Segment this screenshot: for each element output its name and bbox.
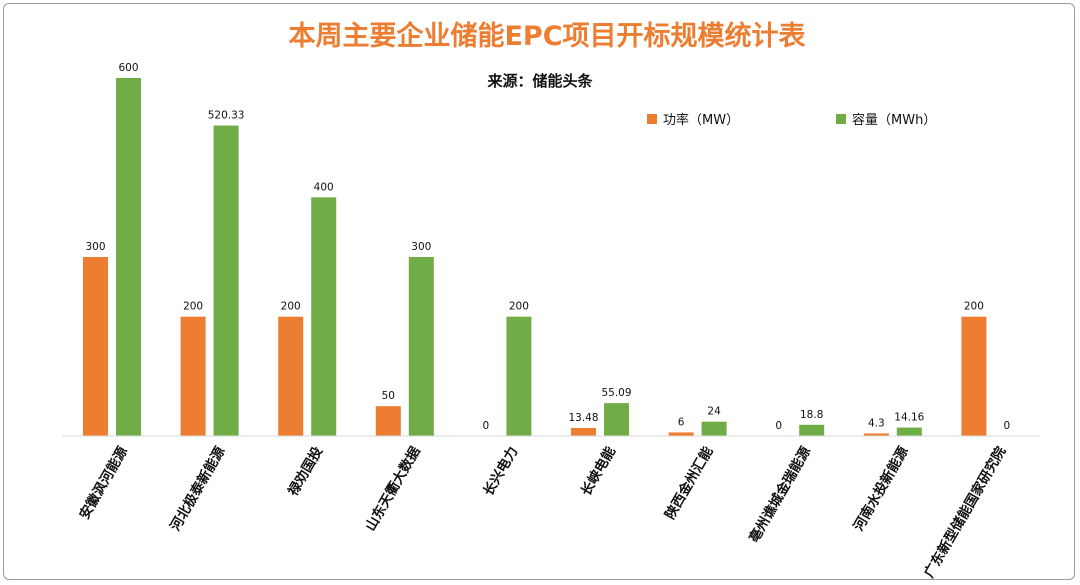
value-label-power-2: 200 <box>281 301 301 313</box>
category-label-9: 广东新型储能国家研究院 <box>920 443 1009 581</box>
legend-swatch-power <box>647 114 657 124</box>
bars-group <box>83 78 987 436</box>
bar-power-5 <box>571 427 596 436</box>
value-label-power-7: 0 <box>775 420 782 432</box>
bar-power-1 <box>180 316 206 436</box>
category-label-7: 亳州谯城金瑞能源 <box>745 443 814 545</box>
bar-power-6 <box>668 432 694 436</box>
legend-label-power: 功率（MW） <box>663 112 739 128</box>
value-label-capacity-8: 14.16 <box>894 412 924 424</box>
category-label-3: 山东天衢大数据 <box>362 443 424 534</box>
value-label-power-0: 300 <box>85 241 105 253</box>
category-labels-group: 安徽沨河能源 河北极泰新能源 禄劝国投 山东天衢大数据 长兴电力 长峡电能 陕西金州汇能 亳州… <box>76 443 1010 581</box>
category-label-6: 陕西金州汇能 <box>661 443 716 522</box>
value-label-power-8: 4.3 <box>868 417 885 429</box>
value-label-power-6: 6 <box>678 416 685 428</box>
bar-capacity-4 <box>506 316 532 436</box>
value-label-capacity-5: 55.09 <box>601 387 631 399</box>
value-label-power-1: 200 <box>183 301 203 313</box>
bar-power-9 <box>961 316 987 436</box>
category-label-1: 河北极泰新能源 <box>167 443 229 534</box>
legend: 功率（MW） 容量（MWh） <box>647 112 936 128</box>
value-label-power-3: 50 <box>382 390 395 402</box>
value-label-power-4: 0 <box>483 420 490 432</box>
category-label-0: 安徽沨河能源 <box>76 443 131 522</box>
bar-capacity-1 <box>213 125 239 436</box>
value-label-capacity-9: 0 <box>1004 420 1011 432</box>
bar-capacity-0 <box>116 78 141 436</box>
value-label-capacity-6: 24 <box>707 406 721 418</box>
value-label-capacity-7: 18.8 <box>800 409 823 421</box>
category-label-8: 河南水投新能源 <box>850 443 912 534</box>
value-label-capacity-0: 600 <box>118 62 138 74</box>
bar-capacity-6 <box>701 421 727 436</box>
value-label-power-5: 13.48 <box>568 412 598 424</box>
value-label-capacity-3: 300 <box>411 241 431 253</box>
bar-power-0 <box>83 257 108 436</box>
bar-capacity-7 <box>799 424 825 436</box>
legend-label-capacity: 容量（MWh） <box>852 112 936 128</box>
value-label-capacity-1: 520.33 <box>208 110 245 122</box>
value-label-capacity-4: 200 <box>509 301 529 313</box>
bar-capacity-5 <box>604 403 629 436</box>
value-label-capacity-2: 400 <box>314 181 334 193</box>
bar-power-2 <box>278 316 304 436</box>
chart-title: 本周主要企业储能EPC项目开标规模统计表 <box>288 20 805 52</box>
chart-subtitle: 来源：储能头条 <box>486 72 593 90</box>
chart-frame <box>3 3 1075 580</box>
legend-swatch-capacity <box>836 114 846 124</box>
value-labels-group: 300600200520.3320040050300020013.4855.09… <box>85 62 1010 432</box>
bar-power-8 <box>863 433 889 436</box>
category-label-4: 长兴电力 <box>480 444 522 499</box>
bar-capacity-8 <box>896 427 922 436</box>
value-label-power-9: 200 <box>964 301 984 313</box>
category-label-5: 长峡电能 <box>577 443 619 499</box>
bar-capacity-2 <box>311 197 337 436</box>
bar-power-3 <box>375 406 401 436</box>
bar-capacity-3 <box>408 257 434 436</box>
category-label-2: 禄劝国投 <box>284 443 326 499</box>
